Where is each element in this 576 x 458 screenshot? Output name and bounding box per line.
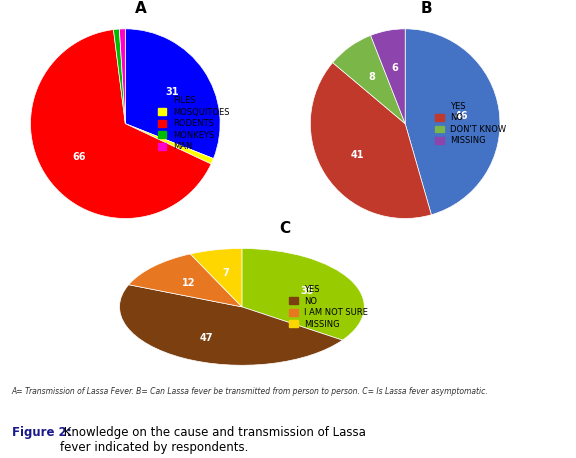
Wedge shape xyxy=(31,30,211,218)
Text: 7: 7 xyxy=(223,267,229,278)
Text: A= Transmission of Lassa Fever. B= Can Lassa fever be transmitted from person to: A= Transmission of Lassa Fever. B= Can L… xyxy=(12,387,488,396)
Wedge shape xyxy=(190,248,242,307)
Text: 6: 6 xyxy=(391,63,398,73)
Wedge shape xyxy=(405,29,500,215)
Wedge shape xyxy=(113,29,126,124)
Wedge shape xyxy=(126,29,220,158)
Wedge shape xyxy=(128,254,242,307)
Text: 41: 41 xyxy=(351,150,364,160)
Wedge shape xyxy=(119,29,126,124)
Text: 47: 47 xyxy=(200,333,214,343)
Text: 12: 12 xyxy=(182,278,195,288)
Text: 8: 8 xyxy=(369,72,376,82)
Wedge shape xyxy=(333,35,405,124)
Wedge shape xyxy=(242,248,364,340)
Legend: YES, NO, I AM NOT SURE, MISSING: YES, NO, I AM NOT SURE, MISSING xyxy=(289,285,368,328)
Text: Figure 2:: Figure 2: xyxy=(12,426,71,439)
Text: 31: 31 xyxy=(166,87,179,97)
Title: B: B xyxy=(420,1,432,16)
Wedge shape xyxy=(126,124,214,164)
Wedge shape xyxy=(310,63,431,218)
Wedge shape xyxy=(120,285,343,365)
Wedge shape xyxy=(370,29,405,124)
Text: 66: 66 xyxy=(73,152,86,162)
Text: 35: 35 xyxy=(300,286,314,295)
Title: A: A xyxy=(135,1,147,16)
Text: 46: 46 xyxy=(454,111,468,121)
Legend: FILES, MOSQUITOES, RODENTS, MONKEYS, MAN: FILES, MOSQUITOES, RODENTS, MONKEYS, MAN xyxy=(158,96,229,151)
Text: Knowledge on the cause and transmission of Lassa
fever indicated by respondents.: Knowledge on the cause and transmission … xyxy=(60,426,366,454)
Title: C: C xyxy=(279,221,291,235)
Legend: YES, NO, DON'T KNOW, MISSING: YES, NO, DON'T KNOW, MISSING xyxy=(435,102,506,145)
